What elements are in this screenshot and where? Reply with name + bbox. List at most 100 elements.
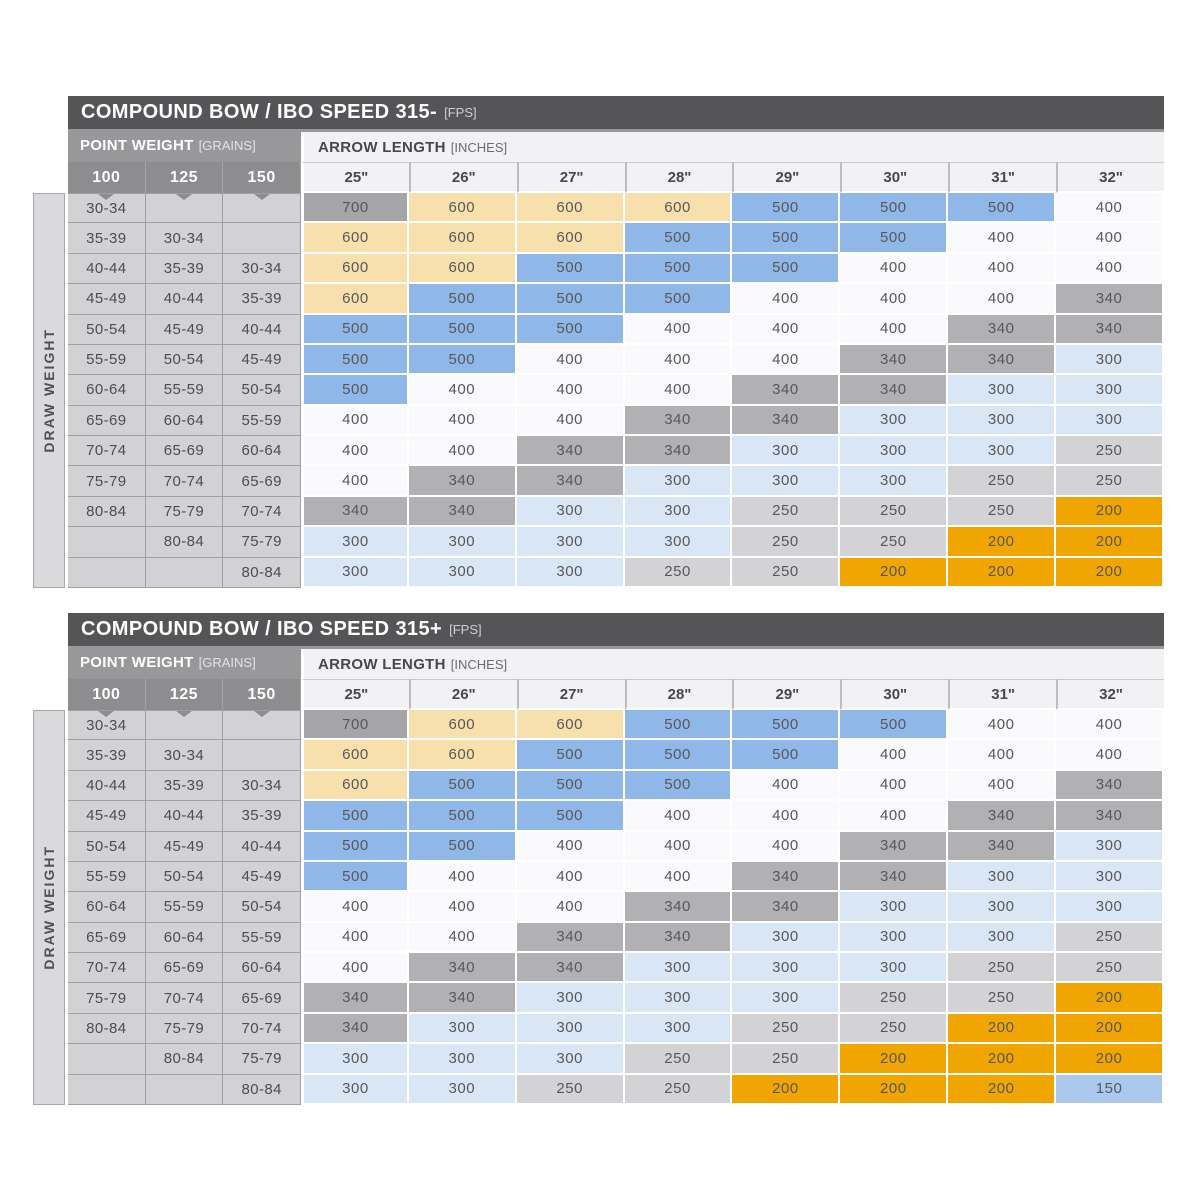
draw-weight-cell: 30-34 — [68, 193, 146, 224]
spine-cell: 250 — [624, 1074, 733, 1105]
chart-title: COMPOUND BOW / IBO SPEED 315- — [81, 101, 438, 123]
draw-weight-cell: 45-49 — [145, 831, 224, 862]
draw-weight-cell: 50-54 — [145, 344, 224, 376]
arrow-length-column-header: 30" — [840, 679, 949, 710]
spine-cell: 200 — [948, 1013, 1057, 1045]
spine-cell: 250 — [948, 983, 1057, 1014]
spine-cell: 400 — [732, 314, 841, 345]
point-weight-unit: [GRAINS] — [198, 655, 256, 670]
spine-cell: 600 — [300, 770, 409, 802]
spine-cell: 400 — [1056, 740, 1164, 771]
draw-weight-cell: 80-84 — [145, 1044, 224, 1075]
spine-cell: 600 — [624, 193, 733, 224]
spine-cell: 340 — [732, 375, 841, 406]
spine-cell: 340 — [300, 496, 409, 528]
spine-cell: 400 — [840, 770, 949, 802]
spine-cell: 340 — [624, 922, 733, 953]
draw-weight-cell: 75-79 — [68, 983, 146, 1014]
table-body: DRAW WEIGHT 30-34 700 600 600 500 500 500 400 40… — [33, 710, 1164, 1105]
spine-cell: 300 — [408, 1013, 517, 1045]
spine-cell: 340 — [840, 861, 949, 893]
spine-cell: 500 — [300, 861, 409, 893]
spine-cell: 200 — [948, 557, 1057, 588]
spine-cell: 500 — [624, 770, 733, 802]
spine-cell: 300 — [948, 375, 1057, 406]
spine-cell: 600 — [516, 223, 625, 254]
arrow-length-unit: [INCHES] — [450, 656, 508, 672]
draw-weight-cell: 55-59 — [145, 375, 224, 406]
point-weight-column-header: 100 — [68, 679, 146, 710]
spine-cell: 340 — [1056, 284, 1164, 315]
chart-title: COMPOUND BOW / IBO SPEED 315+ — [81, 618, 443, 640]
arrow-length-label: ARROW LENGTH — [318, 138, 446, 156]
draw-weight-cell: 70-74 — [223, 496, 301, 528]
spine-cell: 300 — [1056, 375, 1164, 406]
spine-cell: 500 — [516, 801, 625, 832]
spine-cell: 400 — [948, 284, 1057, 315]
draw-weight-cell: 70-74 — [145, 466, 224, 497]
spine-cell: 600 — [408, 740, 517, 771]
spine-cell: 300 — [408, 1044, 517, 1075]
spine-cell: 250 — [1056, 922, 1164, 953]
spine-cell: 400 — [840, 801, 949, 832]
spine-cell: 300 — [624, 466, 733, 497]
spine-cell: 250 — [732, 557, 841, 588]
draw-weight-cell: 80-84 — [68, 496, 146, 528]
spine-cell: 340 — [300, 983, 409, 1014]
spine-cell: 400 — [624, 801, 733, 832]
draw-weight-cell: 40-44 — [145, 801, 224, 832]
arrow-length-column-header: 32" — [1056, 679, 1164, 710]
spine-cell: 200 — [1056, 1013, 1164, 1045]
spine-cell: 700 — [300, 193, 409, 224]
draw-weight-gutter: DRAW WEIGHT — [33, 710, 65, 1105]
spine-cell: 500 — [624, 253, 733, 285]
spine-cell: 300 — [516, 1044, 625, 1075]
chart-title-bar: COMPOUND BOW / IBO SPEED 315- [FPS] — [68, 96, 1164, 129]
spine-cell: 250 — [624, 1044, 733, 1075]
spine-cell: 300 — [948, 436, 1057, 467]
draw-weight-cell: 40-44 — [145, 284, 224, 315]
spine-cell: 340 — [732, 892, 841, 923]
draw-weight-cell: 70-74 — [223, 1013, 301, 1045]
arrow-length-column-header: 25" — [300, 162, 409, 193]
spine-cell: 340 — [840, 831, 949, 862]
spine-cell: 600 — [516, 710, 625, 741]
draw-weight-cell: 55-59 — [68, 861, 146, 893]
draw-weight-cell — [223, 193, 301, 224]
spine-cell: 300 — [1056, 892, 1164, 923]
point-weight-band: POINT WEIGHT [GRAINS] — [68, 646, 301, 679]
spine-cell: 500 — [300, 801, 409, 832]
spine-cell: 200 — [1056, 557, 1164, 588]
draw-weight-cell: 35-39 — [68, 223, 146, 254]
draw-weight-cell: 30-34 — [223, 770, 301, 802]
point-weight-column-header: 125 — [145, 162, 224, 193]
spine-cell: 400 — [840, 314, 949, 345]
spine-cell: 600 — [408, 253, 517, 285]
table-body: DRAW WEIGHT 30-34 700 600 600 600 500 500 500 40… — [33, 193, 1164, 588]
spine-cell: 340 — [732, 405, 841, 436]
draw-weight-cell: 35-39 — [68, 740, 146, 771]
spine-cell: 250 — [624, 557, 733, 588]
spine-cell: 400 — [732, 344, 841, 376]
spine-cell: 500 — [516, 284, 625, 315]
draw-weight-cell: 40-44 — [68, 253, 146, 285]
spine-cell: 340 — [300, 1013, 409, 1045]
draw-weight-cell: 65-69 — [145, 436, 224, 467]
draw-weight-cell: 30-34 — [145, 740, 224, 771]
draw-weight-cell: 60-64 — [68, 375, 146, 406]
column-headers: 100 125 150 25" 26" 27" 28" 29" 30" 31" 32" — [68, 162, 1164, 193]
draw-weight-cell: 80-84 — [145, 527, 224, 558]
draw-weight-cell — [223, 710, 301, 741]
draw-weight-gutter: DRAW WEIGHT — [33, 193, 65, 588]
spine-cell: 400 — [840, 740, 949, 771]
spine-cell: 400 — [516, 831, 625, 862]
spine-cell: 340 — [948, 314, 1057, 345]
spine-cell: 500 — [300, 831, 409, 862]
spine-cell: 600 — [300, 740, 409, 771]
spine-cell: 250 — [840, 496, 949, 528]
arrow-length-column-header: 26" — [408, 679, 517, 710]
spine-cell: 340 — [948, 831, 1057, 862]
draw-weight-cell: 35-39 — [223, 801, 301, 832]
spine-cell: 300 — [516, 527, 625, 558]
